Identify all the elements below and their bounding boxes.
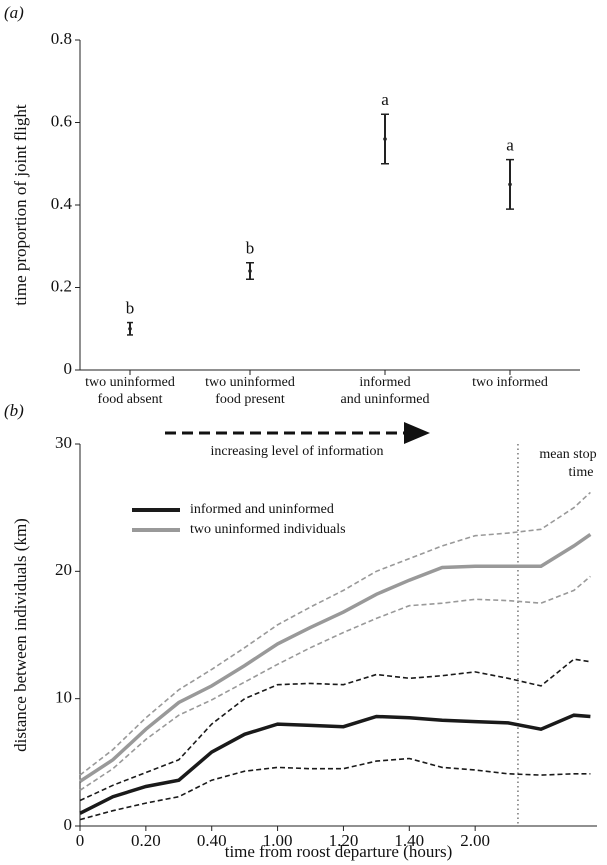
x-tick-label: 1.40 (394, 831, 424, 850)
x-tick-label: informed (359, 375, 410, 390)
arrow-head (404, 422, 430, 444)
mean-point (128, 326, 132, 331)
x-tick-label: 1.00 (263, 831, 293, 850)
y-axis-label: distance between individuals (km) (11, 518, 30, 752)
panel-label: (a) (4, 3, 24, 22)
significance-letter: a (381, 90, 389, 109)
panel-label: (b) (4, 401, 24, 420)
x-tick-label: two uninformed (205, 375, 295, 390)
x-axis-label: time from roost departure (hours) (225, 842, 453, 861)
confidence-line (79, 491, 591, 776)
y-tick-label: 0.6 (51, 111, 72, 130)
y-axis-label: time proportion of joint flight (11, 104, 30, 305)
series-line (79, 713, 591, 815)
x-tick-label: two uninformed (85, 375, 175, 390)
significance-letter: b (246, 239, 255, 258)
x-tick-label: 0.40 (197, 831, 227, 850)
mean-point (248, 269, 252, 273)
confidence-line (79, 575, 591, 791)
x-tick-label: food absent (98, 392, 163, 407)
y-tick-label: 0.4 (51, 194, 73, 213)
mean-stop-label: mean stop (539, 447, 596, 462)
x-tick-label: food present (215, 392, 285, 407)
y-tick-label: 10 (55, 688, 72, 707)
confidence-line (79, 658, 591, 802)
x-tick-label: 1.20 (329, 831, 359, 850)
y-tick-label: 0 (64, 359, 73, 378)
series-line (79, 532, 592, 783)
y-tick-label: 0.2 (51, 276, 72, 295)
x-tick-label: and uninformed (340, 392, 429, 407)
significance-letter: b (126, 298, 135, 317)
mean-point (508, 182, 512, 187)
mean-point (383, 137, 387, 141)
y-tick-label: 30 (55, 433, 72, 452)
mean-stop-label: time (569, 465, 594, 480)
y-tick-label: 0.8 (51, 29, 72, 48)
confidence-line (79, 757, 591, 821)
y-tick-label: 20 (55, 560, 72, 579)
x-tick-label: 0.20 (131, 831, 161, 850)
x-tick-label: 0 (76, 831, 85, 850)
x-tick-label: two informed (472, 375, 548, 390)
legend-label: informed and uninformed (190, 502, 334, 517)
significance-letter: a (506, 136, 514, 155)
y-tick-label: 0 (64, 815, 73, 834)
arrow-label: increasing level of information (211, 444, 384, 459)
x-tick-label: 2.00 (460, 831, 490, 850)
legend-label: two uninformed individuals (190, 522, 346, 537)
